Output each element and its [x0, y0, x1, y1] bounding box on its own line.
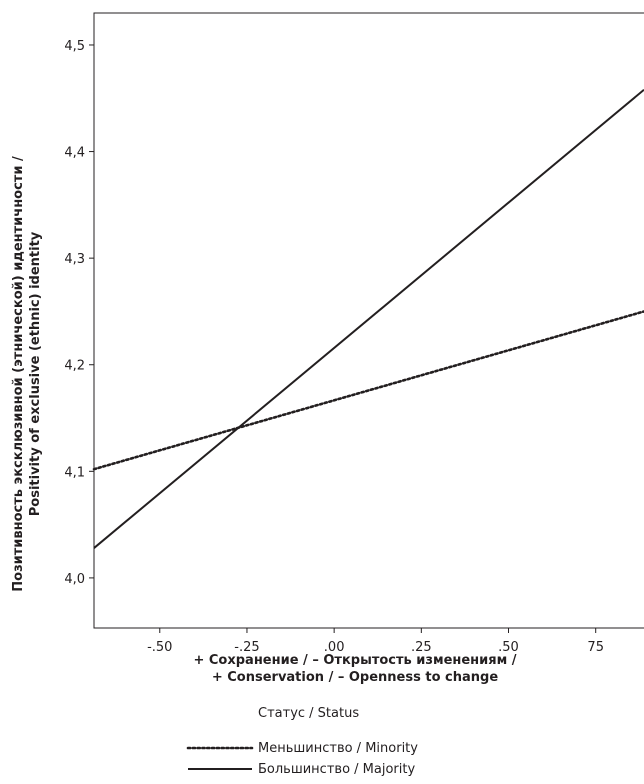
legend: Статус / Status Меньшинство / Minority Б… [186, 706, 418, 777]
y-tick-label: 4,2 [64, 359, 85, 374]
series-lines [92, 88, 644, 549]
plot-frame [93, 12, 644, 629]
x-axis: -.50 -.25 .00 .25 .50 75 [147, 628, 604, 655]
x-tick-label: .00 [324, 640, 345, 655]
x-tick-label: .25 [411, 640, 432, 655]
y-tick-label: 4,0 [64, 572, 85, 587]
series-line-majority [93, 88, 644, 549]
x-tick-label: -.25 [234, 640, 259, 655]
plot-area [93, 12, 644, 629]
y-tick-label: 4,1 [64, 465, 85, 480]
x-tick-label: -.50 [147, 640, 172, 655]
y-axis-title-line2: Positivity of exclusive (ethnic) identit… [28, 231, 43, 516]
x-tick-label: 75 [587, 640, 604, 655]
y-axis-title-line1: Позитивность эксклюзивной (этнической) и… [11, 156, 26, 592]
legend-label-majority: Большинство / Majority [258, 762, 415, 777]
y-tick-label: 4,3 [64, 252, 85, 267]
x-axis-title-line1: + Сохранение / – Открытость изменениям / [193, 653, 516, 668]
y-tick-label: 4,5 [64, 39, 85, 54]
legend-title: Статус / Status [258, 706, 359, 721]
legend-label-minority: Меньшинство / Minority [258, 741, 418, 756]
x-tick-label: .50 [498, 640, 519, 655]
y-tick-label: 4,4 [64, 146, 85, 161]
series-line-minority [92, 310, 644, 471]
y-axis: 4,0 4,1 4,2 4,3 4,4 4,5 [64, 39, 94, 587]
x-axis-title-line2: + Conservation / – Openness to change [212, 670, 499, 685]
